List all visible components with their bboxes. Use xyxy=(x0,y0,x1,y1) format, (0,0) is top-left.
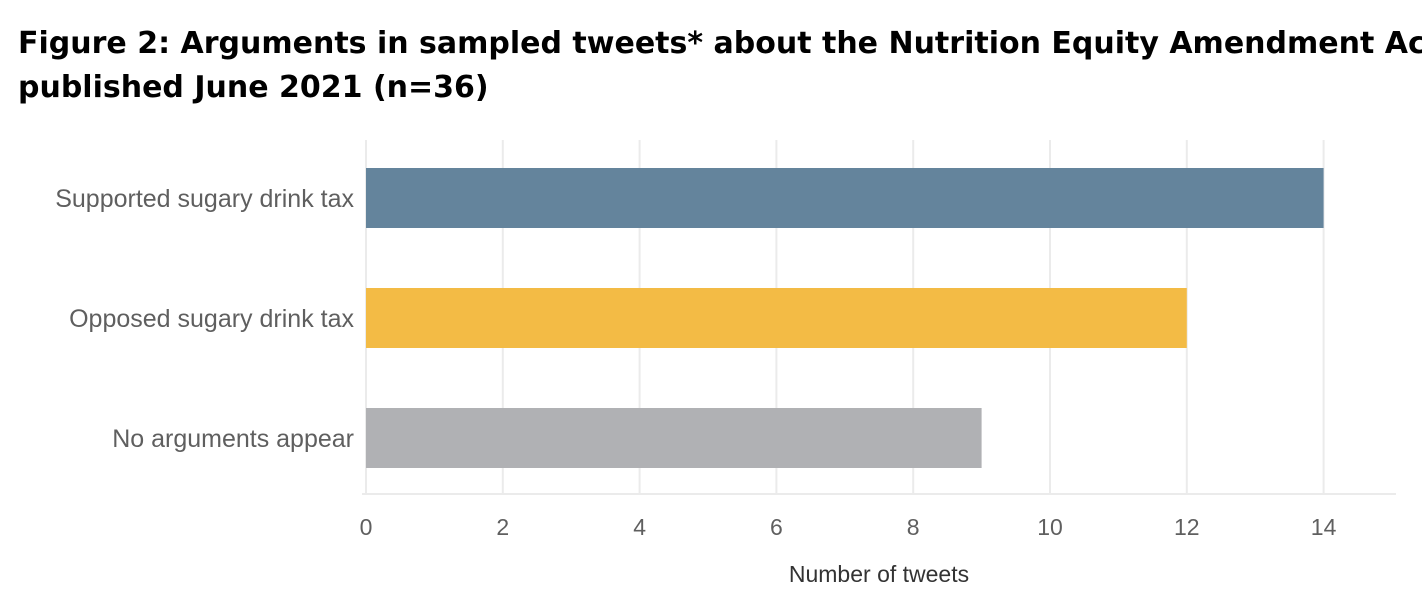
x-tick-label-1: 2 xyxy=(496,514,509,540)
x-tick-labels: 0 2 4 6 8 10 12 14 xyxy=(360,514,1337,540)
x-tick-label-4: 8 xyxy=(907,514,920,540)
bar-2 xyxy=(366,408,982,468)
chart-title-line-1: Figure 2: Arguments in sampled tweets* a… xyxy=(18,26,1422,61)
chart-title: Figure 2: Arguments in sampled tweets* a… xyxy=(18,22,1422,110)
category-label-1: Opposed sugary drink tax xyxy=(69,305,354,333)
x-axis-title: Number of tweets xyxy=(789,561,969,587)
category-labels: Supported sugary drink tax Opposed sugary… xyxy=(55,185,354,453)
x-tick-label-2: 4 xyxy=(633,514,646,540)
x-tick-label-5: 10 xyxy=(1037,514,1063,540)
category-label-2: No arguments appear xyxy=(112,425,354,453)
x-tick-label-0: 0 xyxy=(360,514,373,540)
x-tick-label-7: 14 xyxy=(1311,514,1337,540)
chart-title-line-2: published June 2021 (n=36) xyxy=(18,70,489,105)
bars xyxy=(366,168,1324,468)
bar-1 xyxy=(366,288,1187,348)
category-label-0: Supported sugary drink tax xyxy=(55,185,354,213)
bar-0 xyxy=(366,168,1324,228)
x-tick-label-3: 6 xyxy=(770,514,783,540)
x-tick-label-6: 12 xyxy=(1174,514,1200,540)
